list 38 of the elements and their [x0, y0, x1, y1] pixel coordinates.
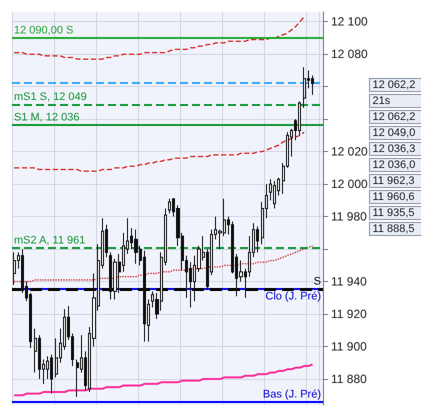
y-tick-label: 12 100 — [331, 14, 368, 29]
y-tick-label: 12 020 — [331, 144, 368, 159]
line-series — [13, 16, 305, 60]
text: 11 960,6 — [372, 191, 415, 203]
candlestick — [311, 74, 314, 96]
text: 11 935,5 — [372, 207, 415, 219]
ref-line-label: Bas (J. Pré) — [262, 388, 321, 400]
ref-line-label: mS1 S, 12 049 — [14, 91, 87, 104]
text: 11 888,5 — [372, 223, 415, 235]
y-tick-label: 11 920 — [331, 307, 368, 322]
text: 12 062,2 — [372, 79, 416, 91]
text: 12 062,2 — [372, 111, 416, 123]
text: 12 036,0 — [372, 159, 416, 171]
candlestick — [50, 354, 53, 394]
text: 21s — [372, 95, 391, 107]
y-tick-label: 12 080 — [331, 47, 368, 62]
ref-line-label: S — [314, 275, 321, 288]
y-tick-label: 11 880 — [331, 372, 368, 386]
text: 12 036,3 — [372, 143, 416, 155]
line-series — [13, 245, 314, 282]
candlestick — [168, 198, 171, 214]
ref-line-label: Clo (J. Pré) — [265, 290, 321, 302]
y-tick-label: 11 980 — [331, 210, 368, 224]
text: 11 962,3 — [372, 175, 415, 187]
candlestick — [273, 180, 276, 209]
ref-line-label: S1 M, 12 036 — [14, 112, 80, 124]
candlestick — [143, 250, 146, 342]
y-tick-label: 12 000 — [331, 177, 368, 192]
ref-line-label: 12 090,00 S — [14, 24, 74, 36]
candlestick — [134, 229, 138, 264]
y-tick-label: 11 940 — [331, 274, 368, 289]
text: 12 049,0 — [372, 127, 416, 139]
candlestick — [13, 252, 16, 286]
candlestick — [256, 226, 259, 253]
candlestick — [303, 66, 306, 108]
line-series — [13, 132, 305, 172]
y-tick-label: 11 900 — [331, 340, 368, 354]
ref-line-label: mS2 A, 11 961 — [14, 234, 86, 247]
